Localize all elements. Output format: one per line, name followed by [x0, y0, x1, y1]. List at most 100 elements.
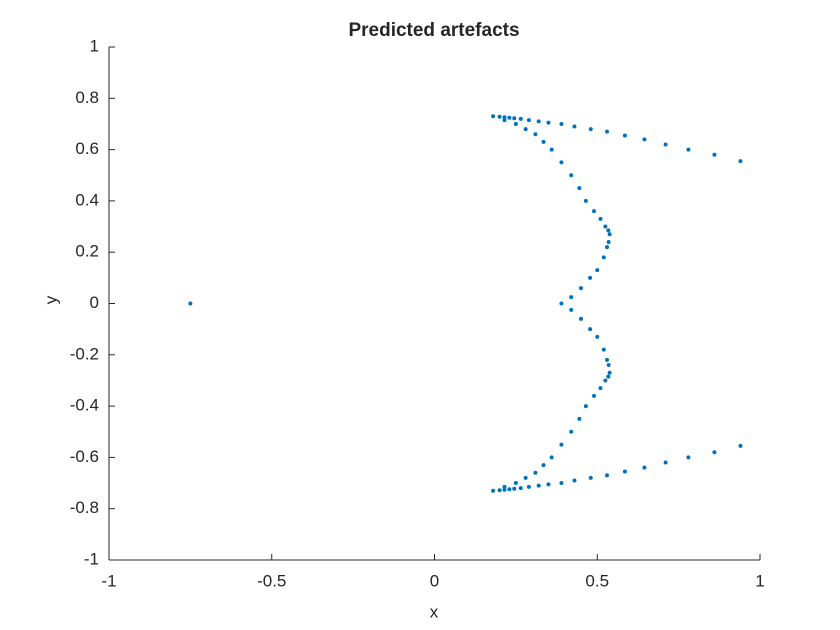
point: [549, 147, 554, 152]
point: [572, 124, 577, 129]
point: [607, 370, 612, 375]
point: [526, 484, 531, 489]
point: [526, 118, 531, 123]
point: [541, 463, 546, 468]
y-tick-label: -0.8: [70, 498, 99, 517]
point: [491, 488, 496, 493]
point: [588, 475, 593, 480]
point: [507, 487, 512, 492]
point: [536, 119, 541, 124]
chart-title: Predicted artefacts: [348, 20, 519, 41]
point: [738, 159, 743, 164]
point: [572, 478, 577, 483]
x-axis-label: x: [430, 602, 439, 621]
point: [712, 450, 717, 455]
point: [559, 160, 564, 165]
point: [523, 127, 528, 132]
point: [559, 121, 564, 126]
y-tick-label: -1: [84, 549, 99, 568]
point: [591, 393, 596, 398]
point: [622, 133, 627, 138]
point: [605, 473, 610, 478]
point: [569, 429, 574, 434]
point: [569, 295, 574, 300]
point: [549, 455, 554, 460]
point: [577, 416, 582, 421]
point: [559, 301, 564, 306]
x-tick-label: 0.5: [585, 571, 609, 590]
point: [601, 347, 606, 352]
point: [578, 316, 583, 321]
y-tick-label: 0.6: [75, 139, 99, 158]
point: [533, 132, 538, 137]
point: [588, 275, 593, 280]
y-axis-label: y: [41, 295, 60, 304]
point: [738, 443, 743, 448]
point: [622, 469, 627, 474]
point: [502, 484, 507, 489]
point: [606, 363, 611, 368]
point: [569, 173, 574, 178]
point: [598, 386, 603, 391]
point: [712, 152, 717, 157]
point: [559, 481, 564, 486]
point: [512, 486, 517, 491]
point: [507, 115, 512, 120]
point: [605, 357, 610, 362]
point: [578, 286, 583, 291]
point: [541, 139, 546, 144]
point: [595, 334, 600, 339]
point: [601, 255, 606, 260]
point: [513, 481, 518, 486]
point: [606, 239, 611, 244]
point: [583, 404, 588, 409]
point: [502, 118, 507, 123]
point: [518, 116, 523, 121]
point: [595, 268, 600, 273]
point: [577, 186, 582, 191]
point: [513, 121, 518, 126]
point: [598, 216, 603, 221]
point: [606, 228, 611, 233]
point: [497, 114, 502, 119]
y-tick-label: 1: [90, 36, 99, 55]
point: [502, 115, 507, 120]
point: [663, 142, 668, 147]
point: [188, 301, 193, 306]
point: [605, 129, 610, 134]
point: [583, 198, 588, 203]
y-tick-label: -0.4: [70, 396, 99, 415]
point: [591, 209, 596, 214]
y-tick-label: 0.2: [75, 242, 99, 261]
y-tick-label: 0.8: [75, 88, 99, 107]
point: [607, 232, 612, 237]
point: [502, 487, 507, 492]
y-tick-label: 0: [90, 293, 99, 312]
point: [546, 482, 551, 487]
point: [559, 442, 564, 447]
point: [605, 245, 610, 250]
point: [686, 455, 691, 460]
x-tick-label: 0: [430, 571, 439, 590]
point: [603, 224, 608, 229]
x-tick-label: -1: [101, 571, 116, 590]
x-tick-label: -0.5: [257, 571, 286, 590]
point: [497, 488, 502, 493]
y-tick-label: 0.4: [75, 190, 99, 209]
point: [642, 137, 647, 142]
point: [546, 120, 551, 125]
point: [518, 486, 523, 491]
point: [603, 378, 608, 383]
point: [588, 127, 593, 132]
point: [588, 327, 593, 332]
point: [663, 460, 668, 465]
point: [523, 475, 528, 480]
point: [569, 307, 574, 312]
y-tick-label: -0.6: [70, 447, 99, 466]
point: [491, 114, 496, 119]
y-tick-label: -0.2: [70, 344, 99, 363]
point: [512, 116, 517, 121]
point: [686, 147, 691, 152]
